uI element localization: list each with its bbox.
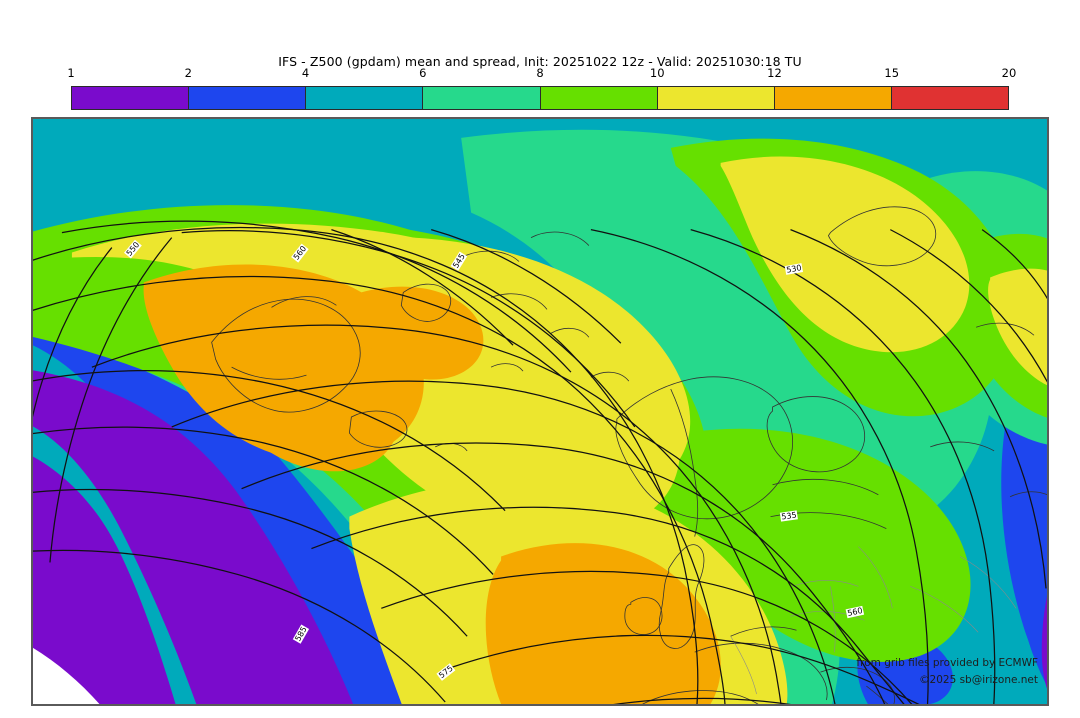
spread-band-10-12-right [988,268,1048,386]
colorbar-tick-8: 8 [536,66,544,80]
colorbar-band-6-8 [422,87,540,109]
coastline-layer [211,206,1048,705]
colorbar-legend: 1 2 4 6 8 10 12 15 20 [67,67,1016,110]
colorbar-band-15-20 [890,87,1008,109]
spread-band-1-2 [32,456,176,705]
colorbar-band-2-4 [188,87,306,109]
colorbar-tick-1: 1 [67,66,75,80]
colorbar-tick-2: 2 [184,66,192,80]
colorbar-tick-labels: 1 2 4 6 8 10 12 15 20 [67,66,1016,83]
spread-band-1-2-core [32,370,354,705]
spread-shading-layer [32,118,1048,705]
spread-band-1-2-se [1041,591,1048,692]
attribution-copyright: ©2025 sb@irizone.net [919,674,1038,686]
spread-band-12-15-spitz [357,286,484,380]
spread-band-8-10-scandi [630,428,971,662]
colorbar-tick-12: 12 [767,66,782,80]
colorbar-tick-10: 10 [649,66,665,80]
map-canvas [32,118,1048,705]
colorbar-tick-20: 20 [1001,66,1017,80]
page-title: IFS - Z500 (gpdam) mean and spread, Init… [278,54,802,69]
colorbar-band-4-6 [305,87,423,109]
colorbar-band-8-10 [539,87,657,109]
map-plot-area: 550560545530535560585575580 from grib fi… [31,117,1049,706]
no-data-region [32,647,101,705]
colorbar-band-10-12 [656,87,774,109]
attribution-source: from grib files provided by ECMWF [856,657,1038,669]
colorbar-tick-6: 6 [419,66,427,80]
spread-band-12-15-atl [485,543,721,705]
colorbar-band-12-15 [773,87,891,109]
map-border [32,118,1048,705]
spread-band-12-15-arctic-tail [211,339,399,472]
colorbar-tick-15: 15 [884,66,900,80]
colorbar-tick-4: 4 [301,66,310,80]
colorbar-bands [71,86,1009,110]
colorbar-band-1-2 [72,87,189,109]
